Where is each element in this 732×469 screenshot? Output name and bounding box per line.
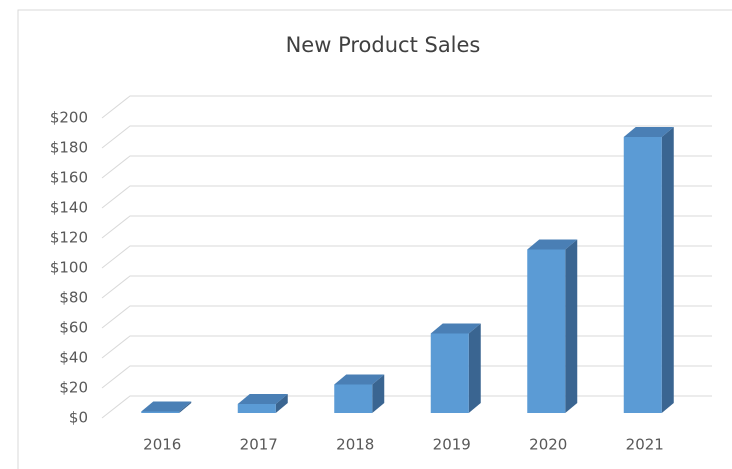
y-tick-label: $160 xyxy=(50,169,88,187)
bar-side xyxy=(661,127,674,413)
bar xyxy=(237,394,288,413)
grid-line xyxy=(101,245,712,269)
bar-front xyxy=(430,333,469,413)
x-tick-label: 2018 xyxy=(336,436,374,454)
bar-side xyxy=(565,239,578,413)
x-tick-label: 2016 xyxy=(143,436,181,454)
bar-side xyxy=(275,394,288,413)
bar-front xyxy=(237,404,276,413)
bar-top xyxy=(623,127,674,137)
bar-side xyxy=(179,401,192,413)
grid-line xyxy=(101,305,712,329)
chart-title: New Product Sales xyxy=(286,33,481,57)
x-tick-label: 2021 xyxy=(626,436,664,454)
y-tick-label: $200 xyxy=(50,109,88,127)
y-tick-label: $0 xyxy=(69,409,88,427)
bar-top xyxy=(430,323,481,334)
grid-line xyxy=(101,335,712,359)
y-tick-label: $40 xyxy=(59,349,88,367)
y-tick-label: $60 xyxy=(59,319,88,337)
bar-front xyxy=(334,384,373,413)
bar-front xyxy=(623,137,662,413)
grid-line xyxy=(101,185,712,209)
bar xyxy=(334,374,385,413)
bar-top xyxy=(527,239,578,250)
grid-line xyxy=(101,275,712,299)
x-tick-label: 2019 xyxy=(433,436,471,454)
y-tick-label: $80 xyxy=(59,289,88,307)
grid-line xyxy=(101,215,712,239)
bar-top xyxy=(237,394,288,404)
y-tick-label: $180 xyxy=(50,139,88,157)
bar-front xyxy=(141,411,180,413)
y-tick-label: $100 xyxy=(50,259,88,277)
bar xyxy=(527,239,578,413)
bar xyxy=(141,401,192,413)
bar-top xyxy=(334,374,385,385)
bar-side xyxy=(468,323,481,413)
grid-line xyxy=(101,125,712,149)
grid-line xyxy=(101,155,712,179)
y-tick-label: $140 xyxy=(50,199,88,217)
x-tick-label: 2020 xyxy=(529,436,567,454)
y-tick-label: $120 xyxy=(50,229,88,247)
bar xyxy=(430,323,481,413)
bar xyxy=(623,127,674,413)
bar-top xyxy=(141,401,192,412)
grid-line xyxy=(101,395,712,419)
bar-side xyxy=(372,374,385,413)
grid-line xyxy=(101,365,712,389)
grid-line xyxy=(101,95,712,119)
x-tick-label: 2017 xyxy=(240,436,278,454)
y-tick-label: $20 xyxy=(59,379,88,397)
bar-front xyxy=(527,249,566,413)
